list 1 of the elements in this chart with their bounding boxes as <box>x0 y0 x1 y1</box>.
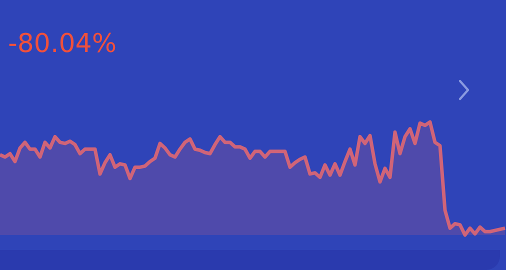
chart-title: -80.04% <box>8 28 117 60</box>
